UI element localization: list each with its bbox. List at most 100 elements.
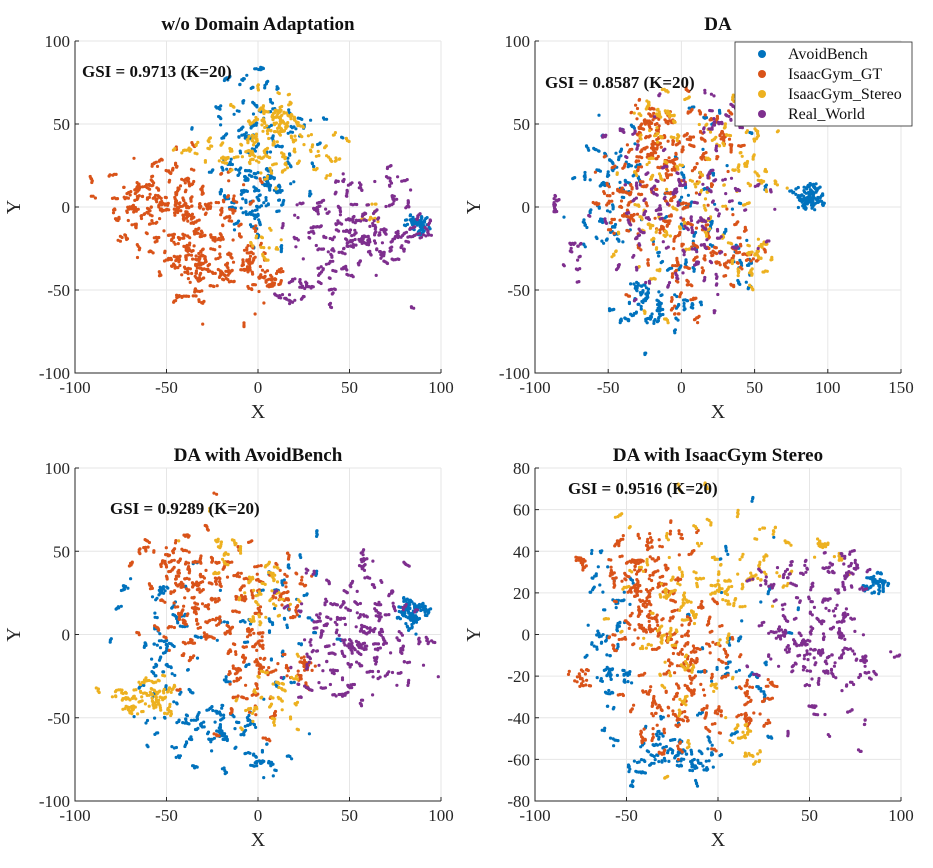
data-point-avoidbench bbox=[643, 352, 647, 357]
data-point-isaacgym-gt bbox=[188, 184, 192, 188]
data-point-real-world bbox=[330, 287, 334, 291]
data-point-isaacgym-gt bbox=[201, 322, 205, 326]
data-point-real-world bbox=[618, 127, 622, 131]
data-point-isaacgym-stereo bbox=[703, 197, 708, 201]
data-point-real-world bbox=[681, 271, 685, 275]
data-point-real-world bbox=[321, 247, 326, 251]
data-point-avoidbench bbox=[629, 282, 633, 286]
data-point-isaacgym-gt bbox=[155, 200, 159, 204]
data-point-avoidbench bbox=[253, 216, 257, 221]
data-point-real-world bbox=[331, 248, 335, 252]
data-point-avoidbench bbox=[677, 268, 681, 272]
data-point-avoidbench bbox=[222, 620, 226, 624]
data-point-real-world bbox=[307, 235, 311, 240]
data-point-avoidbench bbox=[268, 187, 272, 191]
data-point-isaacgym-gt bbox=[635, 212, 640, 216]
data-point-real-world bbox=[366, 241, 370, 246]
data-point-avoidbench bbox=[241, 101, 245, 105]
data-point-isaacgym-stereo bbox=[736, 274, 740, 278]
data-point-avoidbench bbox=[678, 198, 682, 202]
data-point-isaacgym-gt bbox=[653, 216, 657, 220]
y-tick-label: 100 bbox=[505, 32, 531, 51]
data-point-isaacgym-stereo bbox=[710, 138, 714, 142]
data-point-avoidbench bbox=[254, 145, 258, 149]
data-point-isaacgym-gt bbox=[652, 148, 656, 152]
data-point-isaacgym-gt bbox=[704, 223, 708, 227]
data-point-isaacgym-gt bbox=[221, 237, 225, 241]
data-point-isaacgym-stereo bbox=[272, 123, 277, 127]
data-point-isaacgym-gt bbox=[703, 254, 707, 258]
data-point-real-world bbox=[384, 204, 388, 209]
data-point-isaacgym-stereo bbox=[728, 134, 733, 138]
data-point-isaacgym-gt bbox=[173, 211, 177, 215]
data-point-avoidbench bbox=[238, 82, 242, 86]
data-point-avoidbench bbox=[410, 615, 414, 620]
data-point-isaacgym-gt bbox=[714, 260, 718, 264]
data-point-isaacgym-stereo bbox=[654, 230, 658, 234]
data-point-avoidbench bbox=[694, 230, 698, 235]
data-point-isaacgym-gt bbox=[218, 255, 222, 259]
data-point-real-world bbox=[336, 204, 340, 208]
data-point-isaacgym-gt bbox=[663, 191, 668, 195]
data-point-isaacgym-gt bbox=[230, 268, 234, 272]
data-point-isaacgym-gt bbox=[183, 233, 187, 237]
data-point-real-world bbox=[317, 204, 321, 208]
data-point-avoidbench bbox=[646, 290, 650, 294]
data-point-isaacgym-gt bbox=[135, 255, 140, 260]
data-point-avoidbench bbox=[405, 222, 410, 226]
y-tick-label: -50 bbox=[507, 281, 530, 300]
data-point-isaacgym-stereo bbox=[285, 166, 290, 170]
data-point-isaacgym-gt bbox=[224, 276, 228, 280]
data-point-isaacgym-gt bbox=[177, 258, 182, 262]
data-point-avoidbench bbox=[804, 207, 808, 211]
data-point-real-world bbox=[392, 199, 396, 203]
data-point-avoidbench bbox=[597, 113, 601, 117]
data-point-isaacgym-gt bbox=[196, 231, 200, 235]
data-point-isaacgym-gt bbox=[719, 137, 723, 141]
data-point-isaacgym-gt bbox=[207, 262, 212, 266]
data-point-isaacgym-gt bbox=[607, 185, 611, 189]
data-point-isaacgym-stereo bbox=[615, 172, 619, 176]
points bbox=[552, 86, 826, 357]
data-point-isaacgym-stereo bbox=[325, 174, 329, 178]
y-axis-label: Y bbox=[463, 200, 485, 214]
data-point-real-world bbox=[401, 233, 405, 238]
data-point-isaacgym-gt bbox=[703, 113, 707, 117]
data-point-real-world bbox=[675, 171, 679, 175]
data-point-avoidbench bbox=[241, 211, 245, 215]
data-point-isaacgym-stereo bbox=[284, 111, 288, 115]
data-point-isaacgym-gt bbox=[110, 196, 115, 200]
data-point-avoidbench bbox=[702, 115, 706, 119]
data-point-real-world bbox=[676, 277, 680, 281]
data-point-avoidbench bbox=[423, 610, 427, 615]
data-point-isaacgym-gt bbox=[167, 208, 171, 212]
data-point-real-world bbox=[578, 267, 582, 271]
y-tick-label: 0 bbox=[62, 198, 71, 217]
data-point-avoidbench bbox=[395, 615, 399, 620]
data-point-real-world bbox=[298, 285, 302, 289]
data-point-isaacgym-gt bbox=[621, 166, 625, 170]
data-point-avoidbench bbox=[237, 135, 241, 139]
data-point-isaacgym-stereo bbox=[273, 108, 277, 112]
data-point-isaacgym-stereo bbox=[239, 142, 243, 146]
data-point-isaacgym-stereo bbox=[246, 141, 250, 145]
data-point-avoidbench bbox=[627, 301, 632, 306]
data-point-avoidbench bbox=[691, 239, 695, 243]
data-point-isaacgym-gt bbox=[199, 232, 203, 236]
data-point-isaacgym-gt bbox=[695, 255, 699, 259]
data-point-real-world bbox=[719, 235, 723, 239]
data-point-isaacgym-gt bbox=[610, 166, 614, 170]
data-point-isaacgym-gt bbox=[137, 248, 141, 252]
data-point-real-world bbox=[366, 234, 370, 238]
data-point-avoidbench bbox=[639, 304, 643, 309]
data-point-real-world bbox=[280, 226, 284, 230]
data-point-real-world bbox=[712, 120, 717, 124]
data-point-isaacgym-stereo bbox=[700, 173, 705, 178]
data-point-isaacgym-gt bbox=[186, 612, 190, 616]
data-point-isaacgym-stereo bbox=[278, 108, 282, 112]
y-tick-label: -100 bbox=[499, 364, 530, 383]
data-point-isaacgym-gt bbox=[185, 177, 189, 181]
legend-marker bbox=[758, 50, 766, 58]
data-point-isaacgym-gt bbox=[229, 252, 233, 256]
data-point-avoidbench bbox=[407, 606, 411, 610]
